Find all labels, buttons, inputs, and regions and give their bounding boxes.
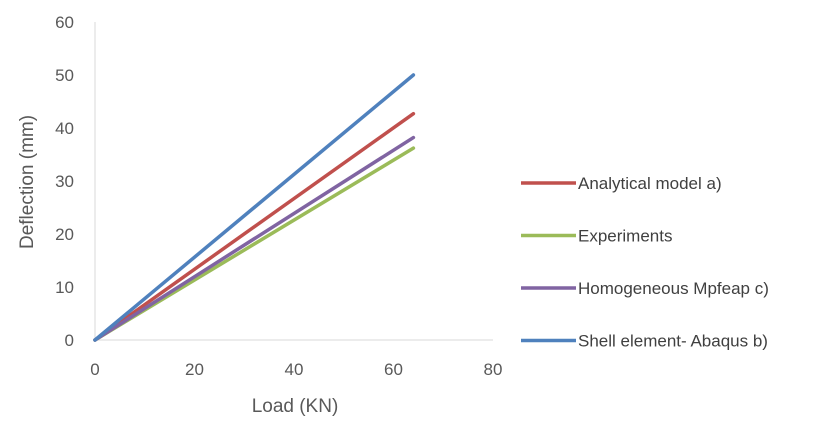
axes: 0 20 40 60 80 0 10 20 30 40 50 60 xyxy=(55,13,502,379)
y-tick-label: 10 xyxy=(55,278,74,297)
legend-item: Shell element- Abaqus b) xyxy=(521,332,768,351)
x-tick-label: 20 xyxy=(185,360,204,379)
legend: Analytical model a) Experiments Homogeneou… xyxy=(521,174,769,351)
series-layer xyxy=(93,73,416,342)
y-tick-label: 0 xyxy=(65,331,74,350)
legend-item: Experiments xyxy=(521,227,672,246)
legend-item: Analytical model a) xyxy=(521,174,722,193)
series-line-homogeneous-mpfeap-c xyxy=(93,135,416,342)
series-line-analytical-model-a xyxy=(93,111,416,342)
x-tick-label: 0 xyxy=(90,360,99,379)
series-line-shell-element-abaqus-b xyxy=(93,73,416,342)
y-tick-label: 60 xyxy=(55,13,74,32)
x-tick-label: 60 xyxy=(384,360,403,379)
x-axis-label: Load (KN) xyxy=(252,396,339,417)
y-tick-label: 30 xyxy=(55,172,74,191)
x-tick-label: 80 xyxy=(484,360,503,379)
y-tick-label: 50 xyxy=(55,66,74,85)
x-tick-label: 40 xyxy=(285,360,304,379)
legend-label: Experiments xyxy=(578,227,672,246)
legend-label: Analytical model a) xyxy=(578,174,722,193)
legend-label: Shell element- Abaqus b) xyxy=(578,332,768,351)
legend-label: Homogeneous Mpfeap c) xyxy=(578,279,769,298)
legend-item: Homogeneous Mpfeap c) xyxy=(521,279,769,298)
y-tick-label: 40 xyxy=(55,119,74,138)
y-axis-label: Deflection (mm) xyxy=(17,115,38,249)
y-tick-label: 20 xyxy=(55,225,74,244)
